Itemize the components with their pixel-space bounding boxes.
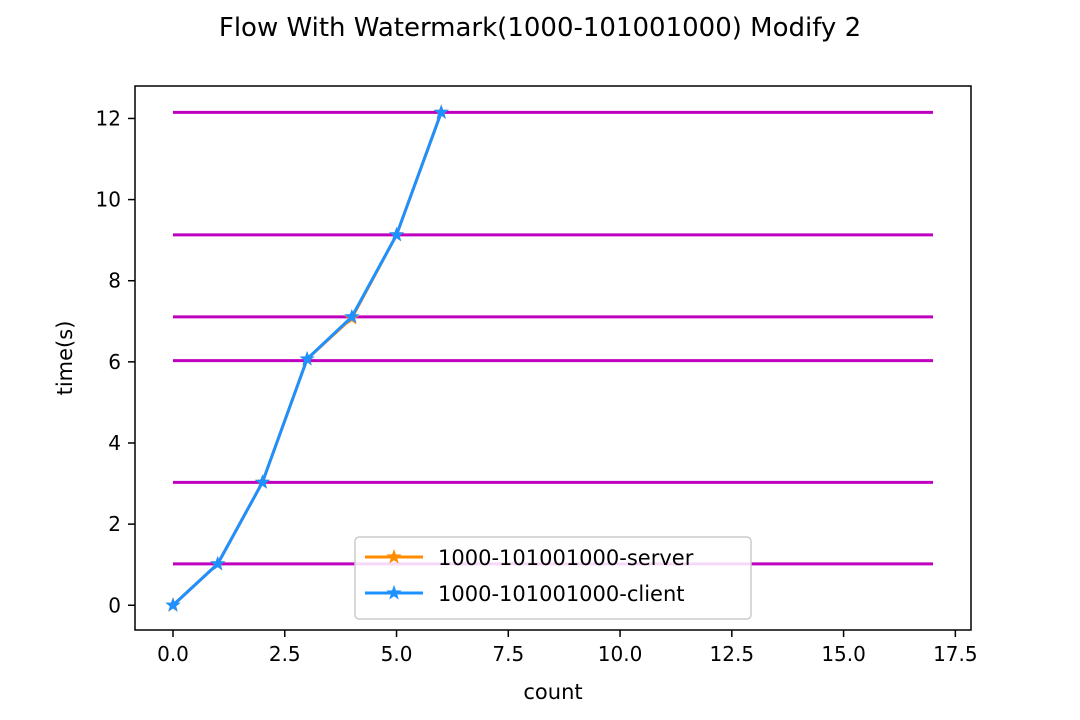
x-axis: 0.0 2.5 5.0 7.5 10.0 12.5 15.0 17.5 — [157, 630, 978, 666]
x-tick-label: 12.5 — [710, 642, 755, 666]
x-axis-label: count — [523, 680, 582, 704]
x-tick-label: 2.5 — [269, 642, 301, 666]
chart-title: Flow With Watermark(1000-101001000) Modi… — [219, 13, 861, 43]
y-tick-label: 12 — [96, 106, 121, 130]
x-tick-label: 17.5 — [933, 642, 978, 666]
y-tick-label: 6 — [108, 350, 121, 374]
data-point-star — [344, 308, 360, 324]
data-point-star — [210, 555, 226, 571]
data-point-star — [299, 351, 315, 366]
series-layer — [165, 104, 449, 612]
legend-label: 1000-101001000-server — [438, 546, 694, 570]
legend-marker-star — [386, 549, 402, 564]
data-point-star — [165, 597, 181, 612]
x-tick-label: 5.0 — [381, 642, 413, 666]
data-point-star — [433, 104, 449, 119]
legend-box — [354, 536, 752, 620]
x-tick-label: 15.0 — [821, 642, 866, 666]
y-axis-label: time(s) — [53, 321, 77, 396]
y-tick-label: 2 — [108, 512, 121, 536]
plot-frame — [134, 85, 972, 631]
x-tick-label: 7.5 — [492, 642, 524, 666]
data-point-star — [388, 226, 405, 242]
legend-marker-star — [386, 585, 402, 600]
legend: 1000-101001000-server 1000-101001000-clie… — [354, 536, 752, 620]
y-tick-label: 0 — [108, 593, 121, 617]
y-tick-label: 8 — [108, 269, 121, 293]
x-tick-label: 0.0 — [157, 642, 189, 666]
x-tick-label: 10.0 — [598, 642, 643, 666]
data-point-star — [254, 474, 271, 489]
y-axis: 0 2 4 6 8 10 12 — [96, 106, 135, 617]
reference-lines — [173, 110, 933, 566]
y-tick-label: 4 — [108, 431, 121, 455]
y-tick-label: 10 — [96, 188, 121, 212]
legend-label: 1000-101001000-client — [438, 582, 685, 606]
